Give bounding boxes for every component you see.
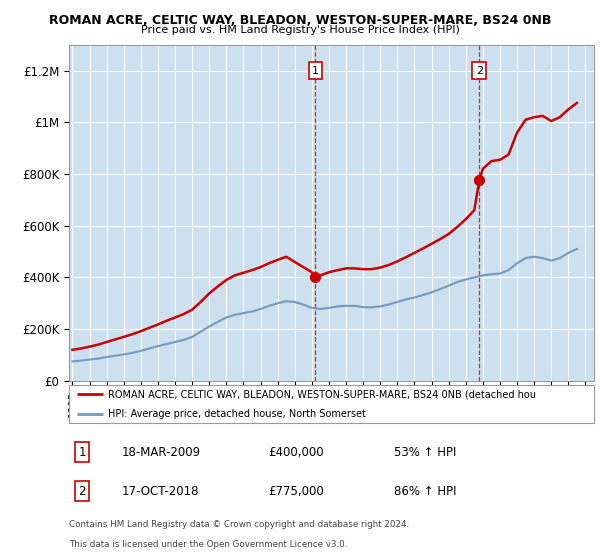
Text: HPI: Average price, detached house, North Somerset: HPI: Average price, detached house, Nort… <box>109 409 366 419</box>
Text: 2: 2 <box>79 485 86 498</box>
Text: ROMAN ACRE, CELTIC WAY, BLEADON, WESTON-SUPER-MARE, BS24 0NB: ROMAN ACRE, CELTIC WAY, BLEADON, WESTON-… <box>49 14 551 27</box>
FancyBboxPatch shape <box>69 385 594 423</box>
Text: This data is licensed under the Open Government Licence v3.0.: This data is licensed under the Open Gov… <box>69 540 347 549</box>
Text: £400,000: £400,000 <box>269 446 324 459</box>
Text: 86% ↑ HPI: 86% ↑ HPI <box>395 485 457 498</box>
Text: Contains HM Land Registry data © Crown copyright and database right 2024.: Contains HM Land Registry data © Crown c… <box>69 520 409 529</box>
Text: £775,000: £775,000 <box>269 485 324 498</box>
Text: Price paid vs. HM Land Registry's House Price Index (HPI): Price paid vs. HM Land Registry's House … <box>140 25 460 35</box>
Text: 53% ↑ HPI: 53% ↑ HPI <box>395 446 457 459</box>
Text: 1: 1 <box>312 66 319 76</box>
Text: 1: 1 <box>79 446 86 459</box>
Text: 18-MAR-2009: 18-MAR-2009 <box>121 446 200 459</box>
Text: 17-OCT-2018: 17-OCT-2018 <box>121 485 199 498</box>
Text: ROMAN ACRE, CELTIC WAY, BLEADON, WESTON-SUPER-MARE, BS24 0NB (detached hou: ROMAN ACRE, CELTIC WAY, BLEADON, WESTON-… <box>109 389 536 399</box>
Text: 2: 2 <box>476 66 483 76</box>
